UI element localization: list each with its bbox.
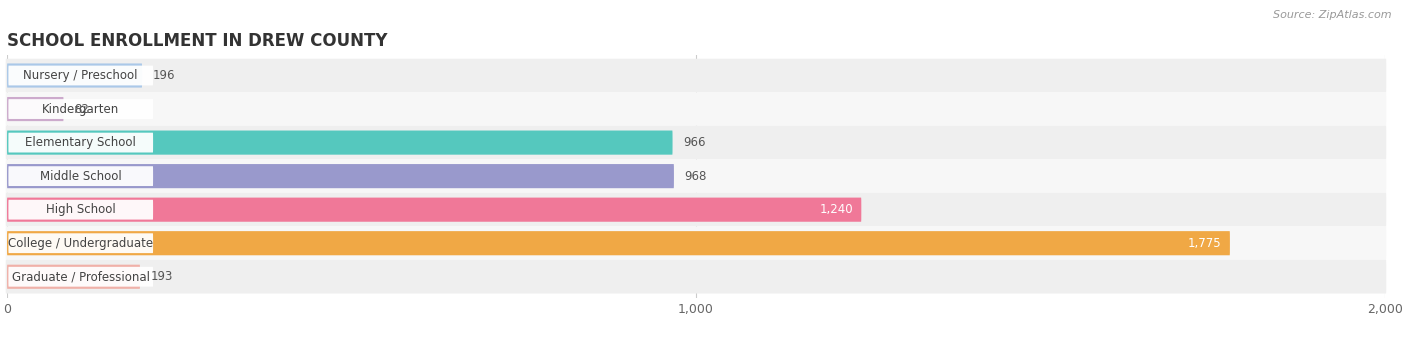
FancyBboxPatch shape xyxy=(6,260,1386,293)
Text: Kindergarten: Kindergarten xyxy=(42,103,120,116)
Text: Middle School: Middle School xyxy=(39,170,122,183)
FancyBboxPatch shape xyxy=(6,193,1386,226)
FancyBboxPatch shape xyxy=(8,166,153,186)
Text: 193: 193 xyxy=(150,270,173,283)
FancyBboxPatch shape xyxy=(7,231,1230,255)
FancyBboxPatch shape xyxy=(8,99,153,119)
FancyBboxPatch shape xyxy=(6,226,1386,260)
Text: 82: 82 xyxy=(75,103,89,116)
Text: 196: 196 xyxy=(152,69,174,82)
Text: Nursery / Preschool: Nursery / Preschool xyxy=(24,69,138,82)
FancyBboxPatch shape xyxy=(7,63,142,88)
Text: Source: ZipAtlas.com: Source: ZipAtlas.com xyxy=(1274,10,1392,20)
FancyBboxPatch shape xyxy=(7,164,673,188)
FancyBboxPatch shape xyxy=(6,159,1386,193)
Text: Elementary School: Elementary School xyxy=(25,136,136,149)
FancyBboxPatch shape xyxy=(6,126,1386,159)
Text: High School: High School xyxy=(46,203,115,216)
FancyBboxPatch shape xyxy=(7,97,63,121)
Text: Graduate / Professional: Graduate / Professional xyxy=(11,270,150,283)
Text: 1,240: 1,240 xyxy=(820,203,853,216)
FancyBboxPatch shape xyxy=(8,200,153,220)
FancyBboxPatch shape xyxy=(8,233,153,253)
FancyBboxPatch shape xyxy=(8,66,153,86)
Text: SCHOOL ENROLLMENT IN DREW COUNTY: SCHOOL ENROLLMENT IN DREW COUNTY xyxy=(7,32,388,50)
FancyBboxPatch shape xyxy=(7,198,862,222)
FancyBboxPatch shape xyxy=(7,131,672,155)
FancyBboxPatch shape xyxy=(7,265,141,289)
Text: College / Undergraduate: College / Undergraduate xyxy=(8,237,153,250)
Text: 1,775: 1,775 xyxy=(1188,237,1222,250)
FancyBboxPatch shape xyxy=(6,59,1386,92)
FancyBboxPatch shape xyxy=(8,267,153,287)
Text: 968: 968 xyxy=(685,170,707,183)
FancyBboxPatch shape xyxy=(8,133,153,153)
FancyBboxPatch shape xyxy=(6,92,1386,126)
Text: 966: 966 xyxy=(683,136,706,149)
